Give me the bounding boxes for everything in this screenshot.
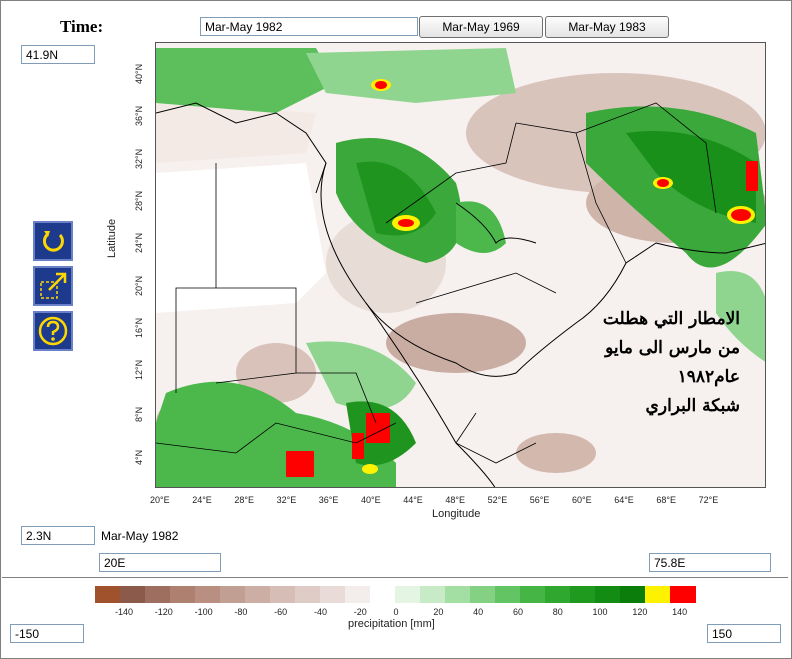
x-tick-label: 36°E xyxy=(318,495,339,505)
zoom-extent-button[interactable] xyxy=(33,266,73,306)
colorbar-swatch xyxy=(595,586,621,603)
colorbar-swatch xyxy=(545,586,571,603)
colorbar-swatch xyxy=(670,586,696,603)
map-annotation: الامطار التي هطلت من مارس الى مايو عام١٩… xyxy=(560,305,740,421)
zoom-extent-icon xyxy=(40,272,67,299)
x-tick-label: 48°E xyxy=(445,495,466,505)
x-tick-label: 52°E xyxy=(487,495,508,505)
x-tick-label: 32°E xyxy=(276,495,297,505)
colorbar-swatch xyxy=(395,586,421,603)
colorbar-tick-label: 0 xyxy=(393,607,399,617)
colorbar-tick-label: -120 xyxy=(154,607,173,617)
x-tick-label: 40°E xyxy=(361,495,381,505)
map-canvas xyxy=(156,43,765,487)
colorbar-tick-label: 80 xyxy=(552,607,563,617)
colorbar-tick-label: 60 xyxy=(512,607,523,617)
lon-max-field[interactable]: 75.8E xyxy=(649,553,771,572)
help-icon xyxy=(38,316,68,346)
colorbar-swatch xyxy=(295,586,321,603)
y-tick-label: 20°N xyxy=(134,275,144,296)
colorbar-swatch xyxy=(420,586,446,603)
x-tick-label: 24°E xyxy=(192,495,212,505)
colorbar-swatch xyxy=(520,586,546,603)
colorbar-swatch xyxy=(345,586,371,603)
colorbar-tick-label: 40 xyxy=(473,607,484,617)
colorbar-label: precipitation [mm] xyxy=(348,618,435,630)
colorbar-swatch xyxy=(145,586,171,603)
time-next-button[interactable]: Mar-May 1983 xyxy=(545,16,669,38)
colorbar-swatch xyxy=(570,586,596,603)
x-tick-label: 72°E xyxy=(698,495,719,505)
colorbar-tick-label: -80 xyxy=(234,607,248,617)
colorbar-swatch xyxy=(645,586,671,603)
lat-max-field[interactable]: 41.9N xyxy=(21,45,95,64)
x-tick-label: 64°E xyxy=(614,495,634,505)
lon-min-field[interactable]: 20E xyxy=(99,553,221,572)
x-tick-label: 44°E xyxy=(403,495,423,505)
annotation-line-3: عام١٩٨٢ xyxy=(677,367,740,387)
refresh-button[interactable] xyxy=(33,221,73,261)
x-tick-label: 60°E xyxy=(572,495,592,505)
colorbar-tick-label: 20 xyxy=(433,607,444,617)
section-divider xyxy=(2,577,788,578)
time-prev-button[interactable]: Mar-May 1969 xyxy=(419,16,543,38)
annotation-line-1: الامطار التي هطلت xyxy=(602,309,740,329)
y-tick-label: 24°N xyxy=(134,233,144,254)
x-tick-label: 56°E xyxy=(529,495,550,505)
colorbar-tick-label: 120 xyxy=(632,607,648,617)
colorbar-tick-label: -60 xyxy=(274,607,288,617)
colorbar-swatch xyxy=(470,586,496,603)
colorbar-swatch xyxy=(120,586,146,603)
y-axis-title: Latitude xyxy=(106,218,118,258)
x-tick-label: 28°E xyxy=(234,495,255,505)
colorbar-swatch xyxy=(270,586,296,603)
colorbar-swatch xyxy=(220,586,246,603)
y-tick-label: 8°N xyxy=(134,407,144,423)
refresh-icon xyxy=(43,231,64,252)
time-label: Time: xyxy=(60,17,104,36)
colorbar-swatch xyxy=(170,586,196,603)
colorbar-tick-label: -140 xyxy=(115,607,134,617)
colorbar-swatch xyxy=(195,586,221,603)
colorbar-swatch xyxy=(320,586,346,603)
colorbar-tick-label: -20 xyxy=(353,607,367,617)
colorbar-tick-label: 140 xyxy=(672,607,688,617)
colorbar-tick-label: 100 xyxy=(592,607,608,617)
lat-min-field[interactable]: 2.3N xyxy=(21,526,95,545)
colorbar-swatch xyxy=(370,586,396,603)
colorbar-swatch xyxy=(620,586,646,603)
x-axis-title: Longitude xyxy=(432,508,481,520)
colorbar-swatch xyxy=(95,586,121,603)
x-tick-label: 68°E xyxy=(656,495,677,505)
y-tick-label: 40°N xyxy=(134,63,144,84)
time-input[interactable]: Mar-May 1982 xyxy=(200,17,418,36)
y-tick-label: 32°N xyxy=(134,148,144,169)
annotation-line-2: من مارس الى مايو xyxy=(605,338,740,358)
colorbar-swatch xyxy=(445,586,471,603)
y-tick-label: 4°N xyxy=(134,449,144,465)
colorbar-min-field[interactable]: -150 xyxy=(10,624,84,643)
colorbar xyxy=(95,586,696,603)
colorbar-tick-label: -40 xyxy=(313,607,327,617)
colorbar-tick-label: -100 xyxy=(194,607,213,617)
y-tick-label: 36°N xyxy=(134,106,144,127)
x-tick-label: 20°E xyxy=(150,495,170,505)
colorbar-swatch xyxy=(245,586,271,603)
y-tick-label: 28°N xyxy=(134,190,144,211)
y-tick-label: 16°N xyxy=(134,317,144,338)
y-tick-label: 12°N xyxy=(134,359,144,381)
period-caption: Mar-May 1982 xyxy=(101,529,179,543)
help-button[interactable] xyxy=(33,311,73,351)
precipitation-map[interactable] xyxy=(155,42,766,488)
annotation-line-4: شبكة البراري xyxy=(645,396,740,416)
colorbar-swatch xyxy=(495,586,521,603)
colorbar-max-field[interactable]: 150 xyxy=(707,624,781,643)
